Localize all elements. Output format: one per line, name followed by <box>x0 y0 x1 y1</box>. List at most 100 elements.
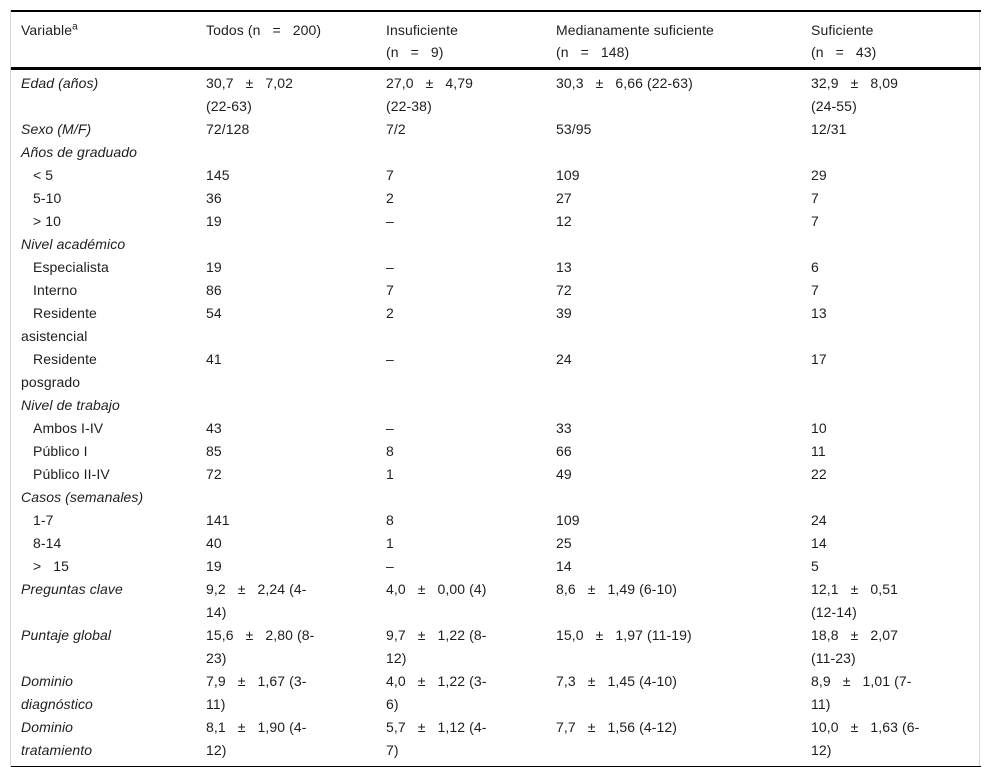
variable-label: Edad (años) <box>21 75 99 91</box>
value-cell: 8,9 ± 1,01 (7- 11) <box>811 673 912 712</box>
table-row: Residente posgrado 41 – 24 17 <box>11 348 981 394</box>
value-cell: 7 <box>811 213 819 229</box>
value-cell: 53/95 <box>556 121 592 137</box>
table-row: Preguntas clave 9,2 ± 2,24 (4- 14) 4,0 ± 0… <box>11 578 981 624</box>
header-row: Variablea Todos (n = 200) Insuficiente (… <box>11 10 981 70</box>
value-cell: 72 <box>206 466 222 482</box>
value-cell: 1 <box>386 535 394 551</box>
value-cell <box>386 394 556 417</box>
value-cell: 7,9 ± 1,67 (3- 11) <box>206 673 307 712</box>
value-cell: 109 <box>556 512 580 528</box>
value-cell: 109 <box>556 167 580 183</box>
header-todos: Todos (n = 200) <box>206 10 386 70</box>
table-row: 1-7 141 8 109 24 <box>11 509 981 532</box>
value-cell: 18,8 ± 2,07 (11-23) <box>811 627 899 666</box>
value-cell: 36 <box>206 190 222 206</box>
value-cell: 8 <box>386 443 394 459</box>
variable-label: Nivel académico <box>21 236 126 252</box>
value-cell: 33 <box>556 420 572 436</box>
value-cell: 7 <box>386 167 394 183</box>
value-cell: 4,0 ± 0,00 (4) <box>386 581 487 597</box>
table-row: Especialista 19 – 13 6 <box>11 256 981 279</box>
header-suficiente: Suficiente (n = 43) <box>811 10 981 70</box>
value-cell: 86 <box>206 282 222 298</box>
value-cell: 2 <box>386 190 394 206</box>
value-cell: 6 <box>811 259 819 275</box>
value-cell: 30,3 ± 6,66 (22-63) <box>556 75 693 91</box>
value-cell: 30,7 ± 7,02 (22-63) <box>206 75 294 114</box>
value-cell <box>811 233 981 256</box>
variable-sublabel: 5-10 <box>33 190 62 206</box>
value-cell: – <box>386 213 394 229</box>
variable-sublabel: Especialista <box>33 259 109 275</box>
header-insuficiente: Insuficiente (n = 9) <box>386 10 556 70</box>
value-cell <box>556 141 811 164</box>
header-medianamente-suficiente: Medianamente suficiente (n = 148) <box>556 10 811 70</box>
table-row: Interno 86 7 72 7 <box>11 279 981 302</box>
value-cell: 7,7 ± 1,56 (4-12) <box>556 719 678 735</box>
variable-sublabel: 1-7 <box>33 512 54 528</box>
value-cell: 9,7 ± 1,22 (8- 12) <box>386 627 487 666</box>
variable-label: Dominio diagnóstico <box>21 673 93 712</box>
variable-sublabel: < 5 <box>33 167 54 183</box>
value-cell <box>556 486 811 509</box>
value-cell: 25 <box>556 535 572 551</box>
table-body: Edad (años) 30,7 ± 7,02 (22-63) 27,0 ± 4,7… <box>11 69 981 767</box>
variable-label: Casos (semanales) <box>21 489 144 505</box>
value-cell: 7/2 <box>386 121 406 137</box>
value-cell: 27,0 ± 4,79 (22-38) <box>386 75 474 114</box>
value-cell <box>811 394 981 417</box>
variable-sublabel: Ambos I-IV <box>33 420 104 436</box>
footnote-marker: a <box>72 21 78 33</box>
table-row: Dominio diagnóstico 7,9 ± 1,67 (3- 11) 4,0… <box>11 670 981 716</box>
variable-label: Sexo (M/F) <box>21 121 92 137</box>
value-cell: 8,6 ± 1,49 (6-10) <box>556 581 678 597</box>
value-cell: 12 <box>556 213 572 229</box>
value-cell: 54 <box>206 305 222 321</box>
table-row: Edad (años) 30,7 ± 7,02 (22-63) 27,0 ± 4,7… <box>11 69 981 119</box>
value-cell <box>206 141 386 164</box>
value-cell: 40 <box>206 535 222 551</box>
table-row: Nivel académico <box>11 233 981 256</box>
table-row: Dominio tratamiento 8,1 ± 1,90 (4- 12) 5,7… <box>11 716 981 767</box>
variable-label: Años de graduado <box>21 144 138 160</box>
variables-table: Variablea Todos (n = 200) Insuficiente (… <box>11 10 981 767</box>
variable-sublabel: > 10 <box>33 213 62 229</box>
variable-sublabel: Interno <box>33 282 78 298</box>
value-cell: – <box>386 558 394 574</box>
variable-sublabel: Público I <box>33 443 88 459</box>
variable-label: Dominio tratamiento <box>21 719 93 758</box>
value-cell: 29 <box>811 167 827 183</box>
value-cell: 145 <box>206 167 230 183</box>
value-cell <box>386 141 556 164</box>
variable-label: Nivel de trabajo <box>21 397 120 413</box>
value-cell: 13 <box>811 305 827 321</box>
table-row: Casos (semanales) <box>11 486 981 509</box>
value-cell: 85 <box>206 443 222 459</box>
value-cell: 27 <box>556 190 572 206</box>
value-cell: 10 <box>811 420 827 436</box>
value-cell: 72/128 <box>206 121 250 137</box>
value-cell: 11 <box>811 443 826 459</box>
value-cell: 24 <box>811 512 827 528</box>
value-cell <box>811 141 981 164</box>
value-cell: 12,1 ± 0,51 (12-14) <box>811 581 899 620</box>
value-cell: 5,7 ± 1,12 (4- 7) <box>386 719 487 758</box>
table-row: > 15 19 – 14 5 <box>11 555 981 578</box>
value-cell: – <box>386 351 394 367</box>
table-row: < 5 145 7 109 29 <box>11 164 981 187</box>
table-row: Público II-IV 72 1 49 22 <box>11 463 981 486</box>
value-cell: 10,0 ± 1,63 (6- 12) <box>811 719 920 758</box>
value-cell: 19 <box>206 558 222 574</box>
value-cell: 9,2 ± 2,24 (4- 14) <box>206 581 307 620</box>
value-cell: 32,9 ± 8,09 (24-55) <box>811 75 899 114</box>
value-cell: 24 <box>556 351 572 367</box>
variable-sublabel: Público II-IV <box>33 466 110 482</box>
value-cell: 8 <box>386 512 394 528</box>
value-cell: 15,0 ± 1,97 (11-19) <box>556 627 692 643</box>
table-row: 8-14 40 1 25 14 <box>11 532 981 555</box>
value-cell: – <box>386 420 394 436</box>
table-row: Residente asistencial 54 2 39 13 <box>11 302 981 348</box>
table-row: Ambos I-IV 43 – 33 10 <box>11 417 981 440</box>
